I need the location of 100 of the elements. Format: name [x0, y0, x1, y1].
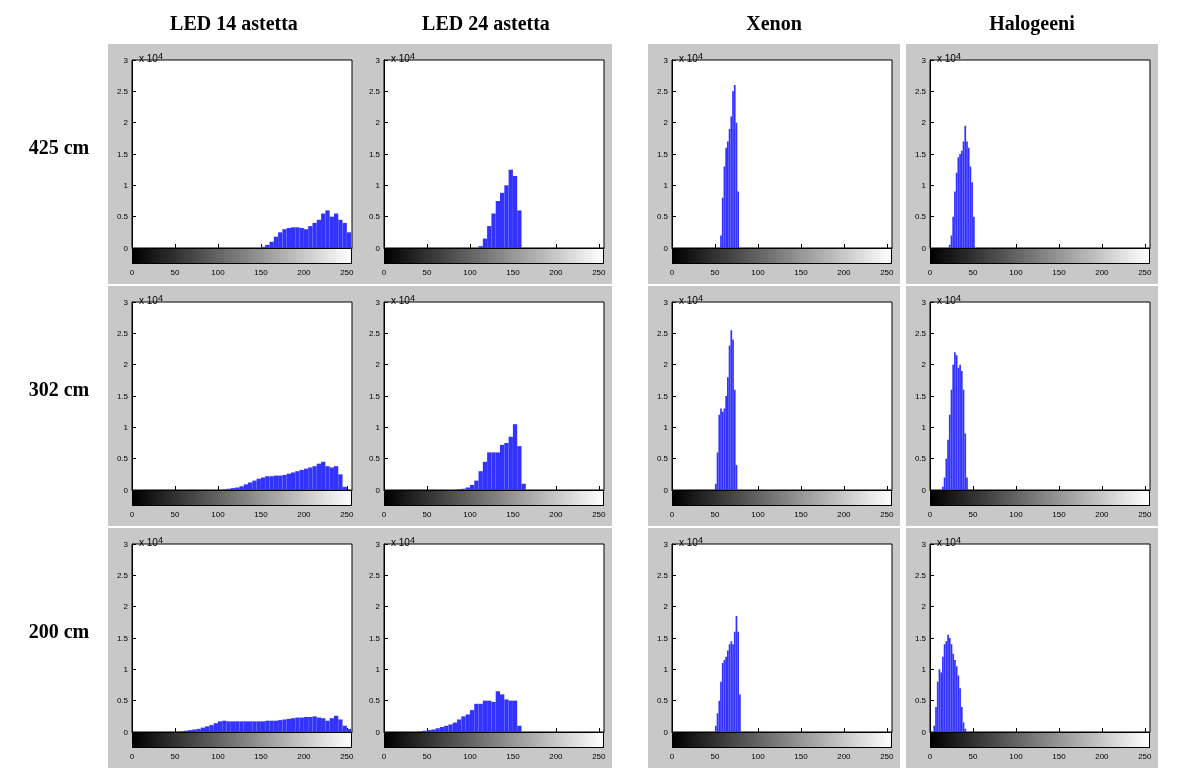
y-tick-label: 2 — [123, 360, 129, 370]
x-tick-label: 250 — [592, 267, 607, 277]
y-tick-label: 0 — [663, 243, 669, 253]
x-tick-label: 200 — [1095, 509, 1110, 519]
x-tick-label: 150 — [506, 267, 521, 277]
y-tick-label: 0 — [663, 727, 669, 737]
y-tick-label: 3 — [921, 55, 927, 65]
x-tick-label: 250 — [340, 751, 355, 761]
y-tick-label: 1.5 — [914, 391, 927, 401]
y-tick-label: 2 — [921, 118, 927, 128]
y-tick-label: 2.5 — [914, 86, 927, 96]
y-axis-title: 425 cm — [27, 136, 91, 159]
x-tick-label: 50 — [710, 509, 720, 519]
x-tick-label: 100 — [211, 267, 226, 277]
y-tick-label: 0.5 — [656, 696, 669, 706]
x-tick-label: 50 — [968, 751, 978, 761]
y-tick-label: 3 — [123, 297, 129, 307]
y-tick-label: 1 — [375, 422, 381, 432]
x-tick-label: 100 — [463, 267, 478, 277]
x-tick-label: 150 — [506, 751, 521, 761]
y-tick-label: 1 — [921, 664, 927, 674]
x-tick-label: 250 — [880, 751, 895, 761]
y-tick-label: 1 — [663, 664, 669, 674]
y-tick-label: 0.5 — [368, 696, 381, 706]
y-axis-title: 200 cm — [27, 620, 91, 643]
y-tick-label: 0.5 — [368, 212, 381, 222]
y-tick-label: 1 — [921, 422, 927, 432]
x-tick-label: 250 — [340, 267, 355, 277]
y-tick-label: 1.5 — [116, 149, 129, 159]
x-tick-label: 200 — [297, 509, 312, 519]
y-tick-label: 2 — [375, 360, 381, 370]
y-tick-label: 0 — [123, 485, 129, 495]
y-tick-label: 2.5 — [914, 328, 927, 338]
y-tick-label: 3 — [375, 297, 381, 307]
y-tick-label: 2 — [921, 360, 927, 370]
y-tick-label: 1.5 — [368, 391, 381, 401]
y-tick-label: 3 — [375, 539, 381, 549]
y-tick-label: 0 — [123, 243, 129, 253]
x-tick-label: 50 — [422, 509, 432, 519]
y-tick-label: 3 — [375, 55, 381, 65]
x-tick-label: 50 — [710, 267, 720, 277]
x-tick-label: 250 — [1138, 751, 1153, 761]
chart-title: Halogeeni — [988, 12, 1076, 35]
x-tick-label: 150 — [794, 509, 809, 519]
y-tick-label: 0 — [921, 727, 927, 737]
y-tick-label: 2 — [921, 602, 927, 612]
y-tick-label: 1 — [123, 422, 129, 432]
x-tick-label: 250 — [592, 751, 607, 761]
y-tick-label: 1.5 — [368, 633, 381, 643]
x-tick-label: 200 — [297, 751, 312, 761]
x-tick-label: 100 — [751, 751, 766, 761]
y-tick-label: 2 — [375, 602, 381, 612]
y-tick-label: 3 — [123, 55, 129, 65]
x-tick-label: 100 — [463, 509, 478, 519]
y-tick-label: 1 — [123, 664, 129, 674]
x-tick-label: 50 — [968, 509, 978, 519]
x-tick-label: 150 — [254, 267, 269, 277]
x-tick-label: 150 — [1052, 751, 1067, 761]
y-tick-label: 2.5 — [368, 328, 381, 338]
x-tick-label: 50 — [422, 751, 432, 761]
y-tick-label: 1 — [123, 180, 129, 190]
y-tick-label: 0 — [375, 243, 381, 253]
x-tick-label: 250 — [592, 509, 607, 519]
y-tick-label: 0.5 — [914, 212, 927, 222]
y-tick-label: 3 — [921, 297, 927, 307]
chart-title: Xenon — [745, 12, 803, 35]
y-tick-label: 2.5 — [914, 570, 927, 580]
x-tick-label: 150 — [794, 267, 809, 277]
y-tick-label: 0.5 — [368, 454, 381, 464]
y-tick-label: 3 — [921, 539, 927, 549]
x-tick-label: 200 — [297, 267, 312, 277]
y-tick-label: 3 — [663, 539, 669, 549]
x-tick-label: 150 — [794, 751, 809, 761]
y-axis-title: 302 cm — [27, 378, 91, 401]
y-tick-label: 1.5 — [914, 149, 927, 159]
x-tick-label: 50 — [968, 267, 978, 277]
y-tick-label: 0 — [375, 727, 381, 737]
chart-title: LED 14 astetta — [169, 12, 299, 35]
y-tick-label: 0 — [375, 485, 381, 495]
y-tick-label: 3 — [663, 55, 669, 65]
x-tick-label: 250 — [880, 509, 895, 519]
x-tick-label: 150 — [254, 509, 269, 519]
y-tick-label: 1.5 — [656, 391, 669, 401]
y-tick-label: 2.5 — [656, 570, 669, 580]
x-tick-label: 50 — [170, 509, 180, 519]
y-tick-label: 1 — [375, 180, 381, 190]
x-tick-label: 200 — [837, 267, 852, 277]
x-tick-label: 200 — [549, 267, 564, 277]
x-tick-label: 50 — [170, 267, 180, 277]
y-tick-label: 0.5 — [914, 454, 927, 464]
y-tick-label: 0.5 — [656, 212, 669, 222]
y-tick-label: 2.5 — [656, 328, 669, 338]
y-tick-label: 2 — [123, 602, 129, 612]
y-tick-label: 1.5 — [914, 633, 927, 643]
x-tick-label: 200 — [549, 751, 564, 761]
y-tick-label: 0 — [123, 727, 129, 737]
x-tick-label: 200 — [837, 509, 852, 519]
x-tick-label: 250 — [1138, 509, 1153, 519]
y-tick-label: 1 — [921, 180, 927, 190]
y-tick-label: 1.5 — [656, 633, 669, 643]
